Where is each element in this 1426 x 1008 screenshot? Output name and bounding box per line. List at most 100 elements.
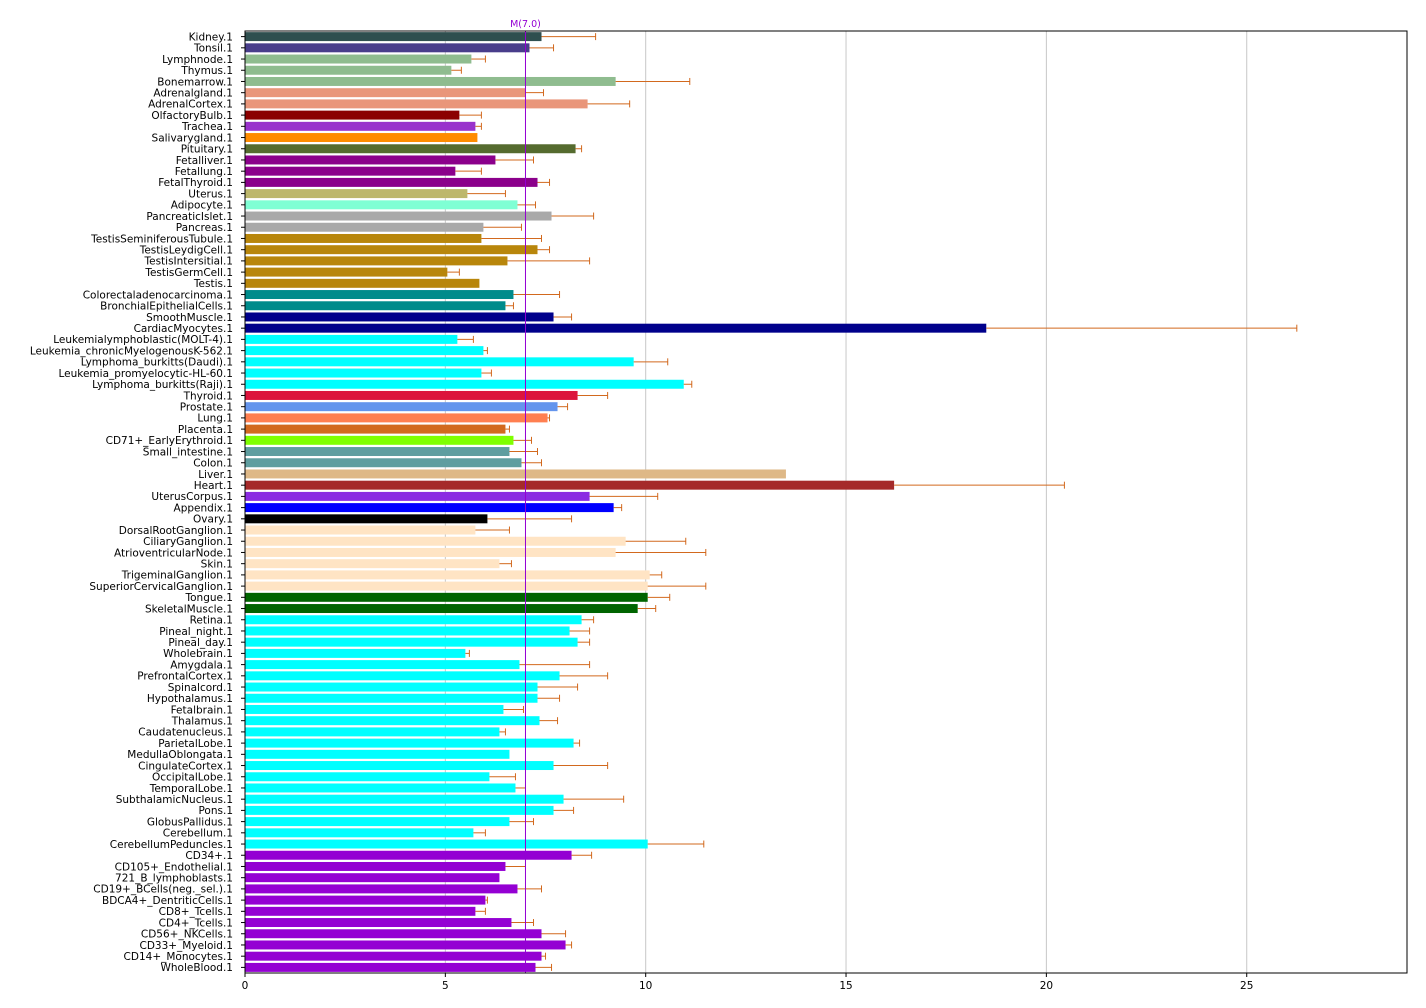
category-label: AtrioventricularNode.1 (114, 547, 233, 559)
bar (245, 177, 538, 187)
category-label: CardiacMyocytes.1 (134, 323, 233, 335)
x-tick-label: 0 (242, 980, 249, 992)
category-label: Pineal_night.1 (159, 626, 233, 638)
bar (245, 604, 638, 614)
category-label: Amygdala.1 (170, 659, 233, 671)
bar (245, 738, 574, 748)
bar (245, 323, 987, 333)
category-label: Caudatenucleus.1 (138, 727, 233, 739)
category-label: Testis.1 (193, 278, 233, 290)
bar (245, 110, 460, 120)
bar (245, 637, 578, 647)
category-label: CD71+_EarlyErythroid.1 (106, 435, 233, 447)
category-label: Leukemia_chronicMyelogenousK-562.1 (30, 345, 233, 357)
category-label: Wholebrain.1 (163, 648, 233, 660)
category-label: Colon.1 (193, 458, 233, 470)
bar (245, 121, 476, 131)
category-label: OccipitalLobe.1 (152, 772, 233, 784)
category-label: Pineal_day.1 (168, 637, 233, 649)
category-label: BDCA4+_DentriticCells.1 (102, 895, 233, 907)
category-label: CD56+_NKCells.1 (141, 929, 233, 941)
bar (245, 312, 554, 322)
bar (245, 278, 480, 288)
bar (245, 850, 572, 860)
bar (245, 491, 590, 501)
category-label: Fetalbrain.1 (171, 704, 233, 716)
bar (245, 817, 510, 827)
category-label: Appendix.1 (174, 502, 233, 514)
median-marker: M(7.0) (510, 19, 541, 973)
category-label: CerebellumPeduncles.1 (110, 839, 233, 851)
bar (245, 682, 538, 692)
bar (245, 76, 616, 86)
bar (245, 929, 542, 939)
category-label: Spinalcord.1 (168, 682, 233, 694)
bar (245, 413, 548, 423)
category-label: Tonsil.1 (193, 43, 233, 55)
bar (245, 839, 648, 849)
category-label: FetalThyroid.1 (158, 177, 233, 189)
category-label: OlfactoryBulb.1 (151, 110, 233, 122)
bar (245, 155, 496, 165)
bar (245, 671, 560, 681)
category-label: 721_B_lymphoblasts.1 (115, 872, 233, 884)
bar (245, 267, 448, 277)
bar (245, 906, 476, 916)
category-label: ParietalLobe.1 (158, 738, 233, 750)
bar (245, 693, 538, 703)
bar (245, 615, 582, 625)
bar (245, 334, 458, 344)
category-label: CD34+.1 (185, 850, 233, 862)
category-label: Heart.1 (194, 480, 233, 492)
bar (245, 144, 576, 154)
category-label: Placenta.1 (178, 424, 233, 436)
bar (245, 581, 648, 591)
bar (245, 918, 512, 928)
x-tick-label: 25 (1240, 980, 1253, 992)
bar (245, 940, 566, 950)
bar (245, 222, 484, 232)
bar (245, 884, 518, 894)
category-label: TestisLeydigCell.1 (139, 244, 233, 256)
bar (245, 54, 472, 64)
bar (245, 65, 452, 75)
grid-lines (444, 31, 1248, 973)
bar (245, 805, 554, 815)
category-label: PrefrontalCortex.1 (137, 671, 233, 683)
bar (245, 951, 542, 961)
bar (245, 772, 490, 782)
category-label: TestisIntersitial.1 (143, 256, 233, 268)
category-label: Bonemarrow.1 (157, 76, 233, 88)
bar (245, 379, 684, 389)
category-label: Pons.1 (198, 805, 233, 817)
category-label: Trachea.1 (181, 121, 233, 133)
category-label: BronchialEpithelialCells.1 (100, 301, 233, 313)
bar (245, 536, 626, 546)
bar (245, 514, 488, 524)
bar (245, 861, 506, 871)
x-axis-ticks: 0 5 10 15 20 25 (242, 973, 1253, 992)
bar (245, 368, 482, 378)
category-label: GlobusPallidus.1 (147, 816, 233, 828)
category-label: CD19+_BCells(neg._sel.).1 (93, 884, 233, 896)
bar (245, 648, 466, 658)
bar (245, 189, 468, 199)
category-label: Fetalliver.1 (176, 155, 233, 167)
category-label: WholeBlood.1 (161, 962, 234, 974)
x-tick-label: 10 (639, 980, 652, 992)
category-label: Leukemialymphoblastic(MOLT-4).1 (53, 334, 233, 346)
category-label: Pancreas.1 (176, 222, 233, 234)
category-label: Kidney.1 (189, 31, 233, 43)
bar (245, 256, 508, 266)
axes-frame (244, 30, 1408, 974)
category-label: CD8+_Tcells.1 (159, 906, 233, 918)
category-label: TestisSeminiferousTubule.1 (90, 233, 233, 245)
x-tick-label: 15 (839, 980, 852, 992)
bar (245, 447, 510, 457)
bar (245, 794, 564, 804)
bar (245, 749, 510, 759)
bar (245, 435, 514, 445)
bar (245, 626, 570, 636)
category-label: Prostate.1 (180, 401, 233, 413)
